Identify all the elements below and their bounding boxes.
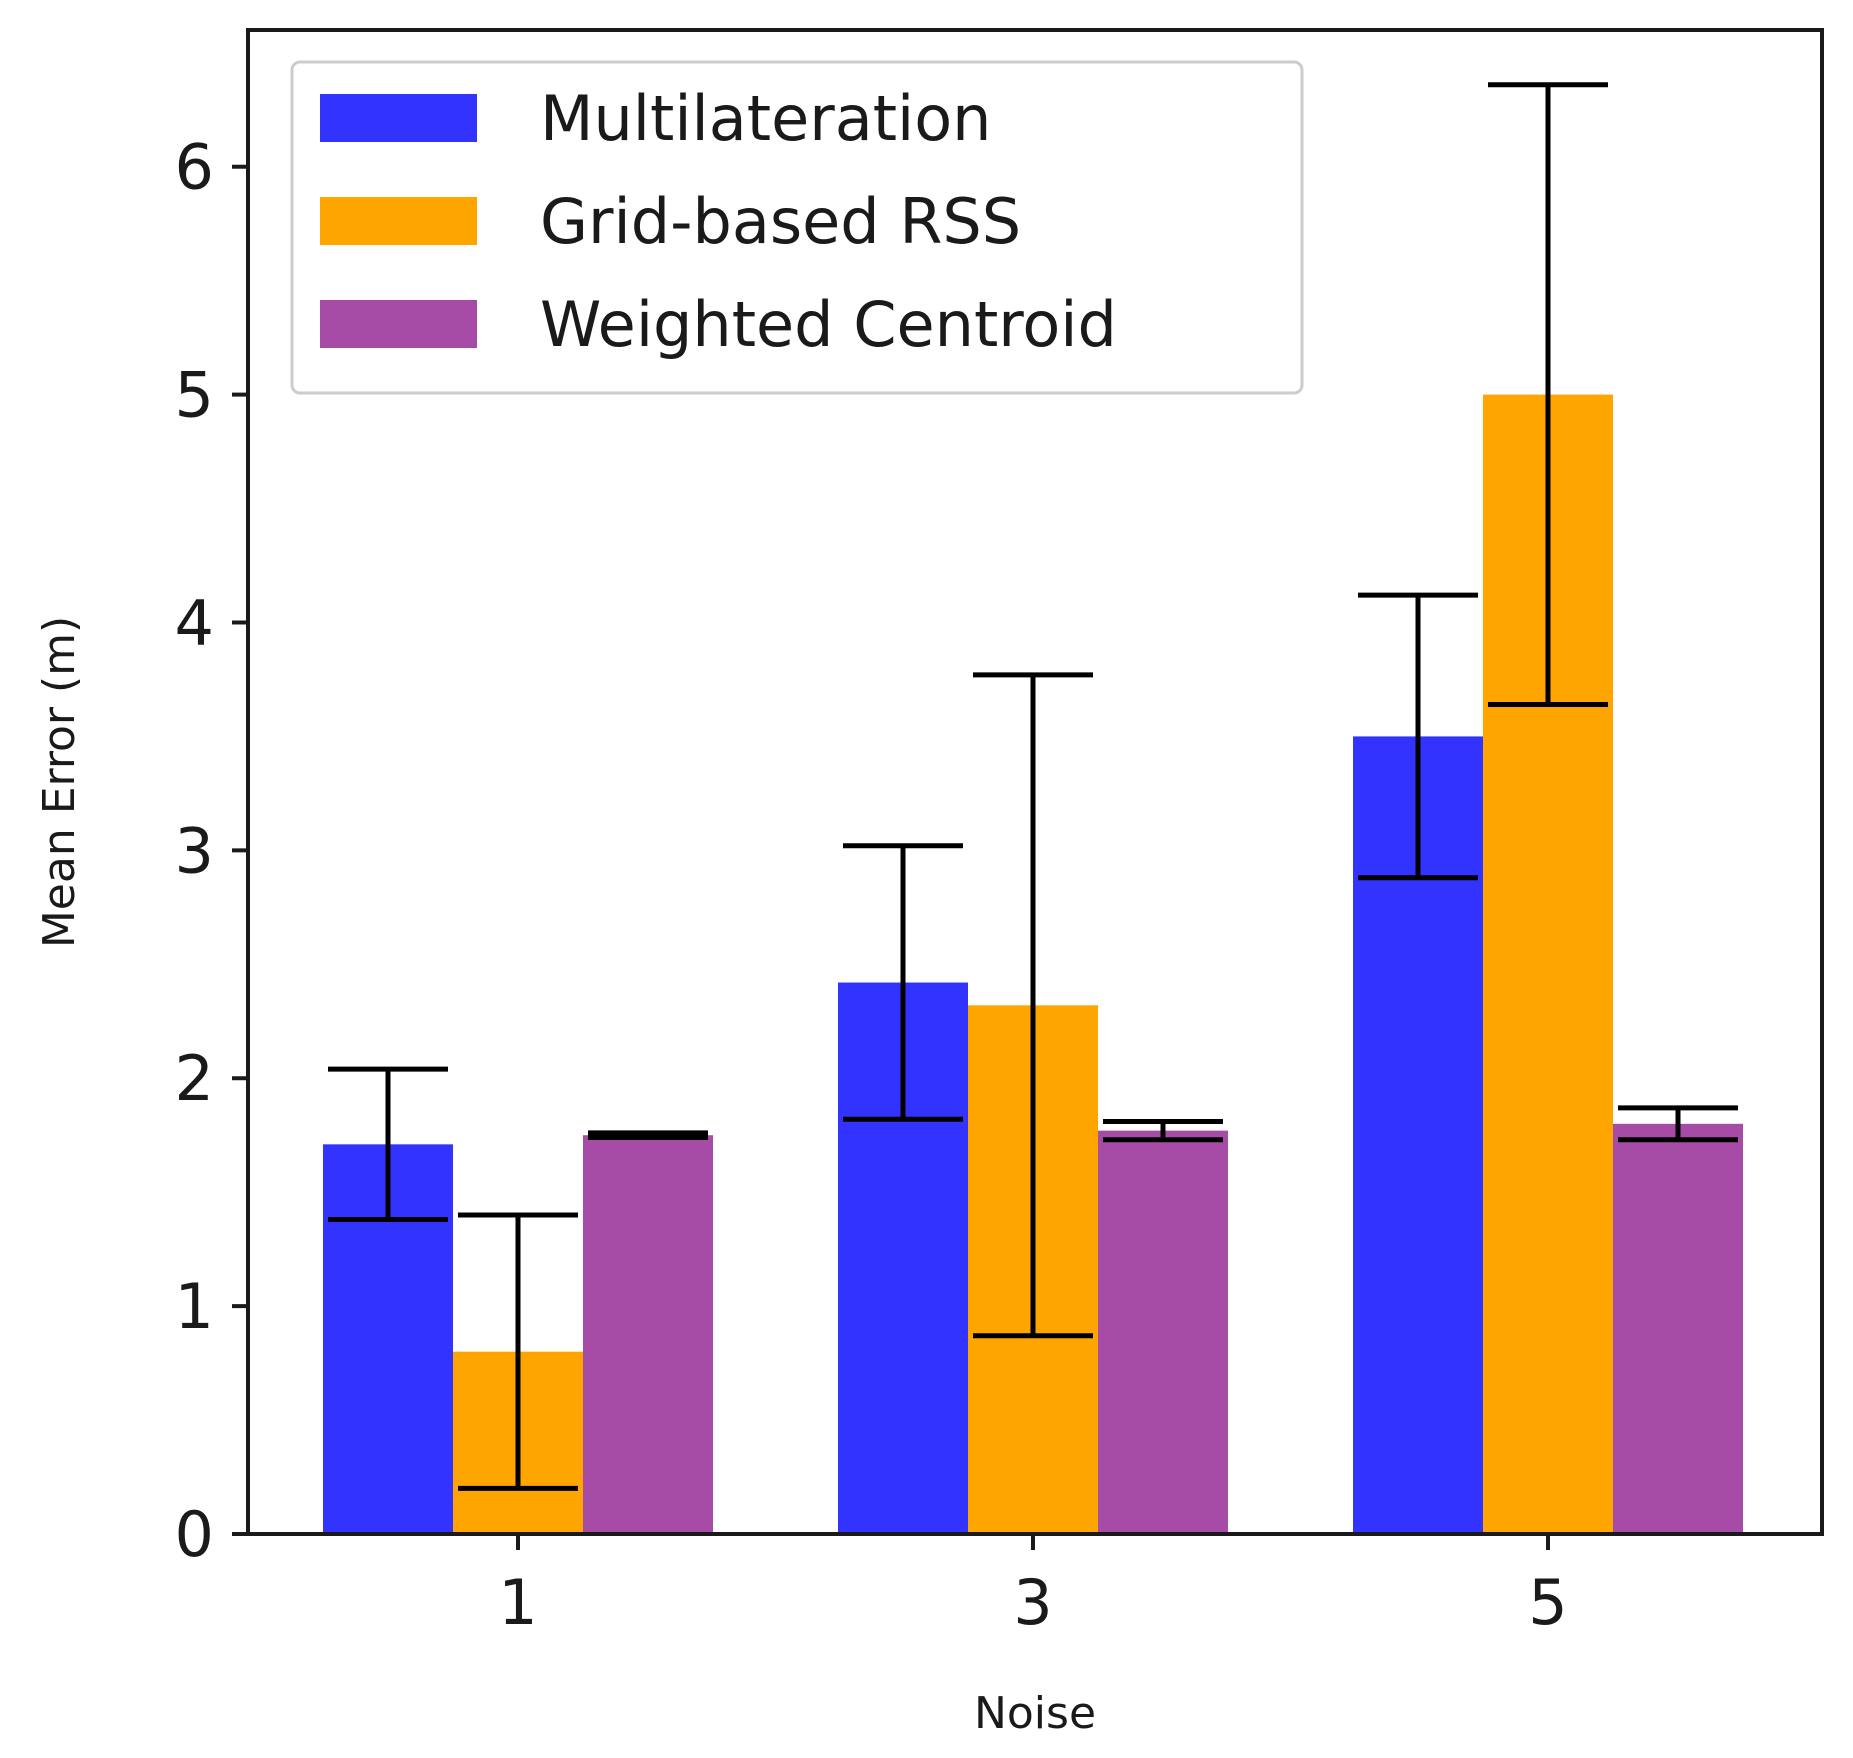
legend-label: Weighted Centroid	[540, 288, 1117, 361]
x-axis-label: Noise	[974, 1688, 1096, 1739]
y-tick-label: 6	[175, 131, 214, 204]
legend-frame	[290, 60, 1304, 395]
x-tick-label: 5	[1528, 1566, 1567, 1639]
y-tick-label: 2	[175, 1042, 214, 1115]
x-axis: 1 3 5	[498, 1534, 1568, 1639]
bar-weighted-centroid-1	[583, 1135, 713, 1534]
y-tick-label: 1	[175, 1270, 214, 1343]
legend-label: Grid-based RSS	[540, 185, 1021, 258]
x-tick-label: 1	[498, 1566, 537, 1639]
legend-swatch	[320, 300, 477, 348]
y-axis: 0 1 2 3 4 5 6	[175, 131, 248, 1571]
bar-weighted-centroid-5	[1613, 1123, 1743, 1534]
y-tick-label: 5	[175, 359, 214, 432]
error-bars-layer	[328, 82, 1738, 1491]
legend-label: Multilateration	[540, 82, 991, 155]
y-tick-label: 3	[175, 814, 214, 887]
bar-weighted-centroid-3	[1098, 1130, 1228, 1534]
y-axis-label: Mean Error (m)	[34, 616, 85, 948]
x-tick-label: 3	[1013, 1566, 1052, 1639]
legend-swatch	[320, 197, 477, 245]
legend: Multilateration Grid-based RSS Weighted Ce…	[290, 60, 1304, 395]
y-tick-label: 0	[175, 1498, 214, 1571]
legend-swatch	[320, 94, 477, 142]
y-tick-label: 4	[175, 586, 214, 659]
